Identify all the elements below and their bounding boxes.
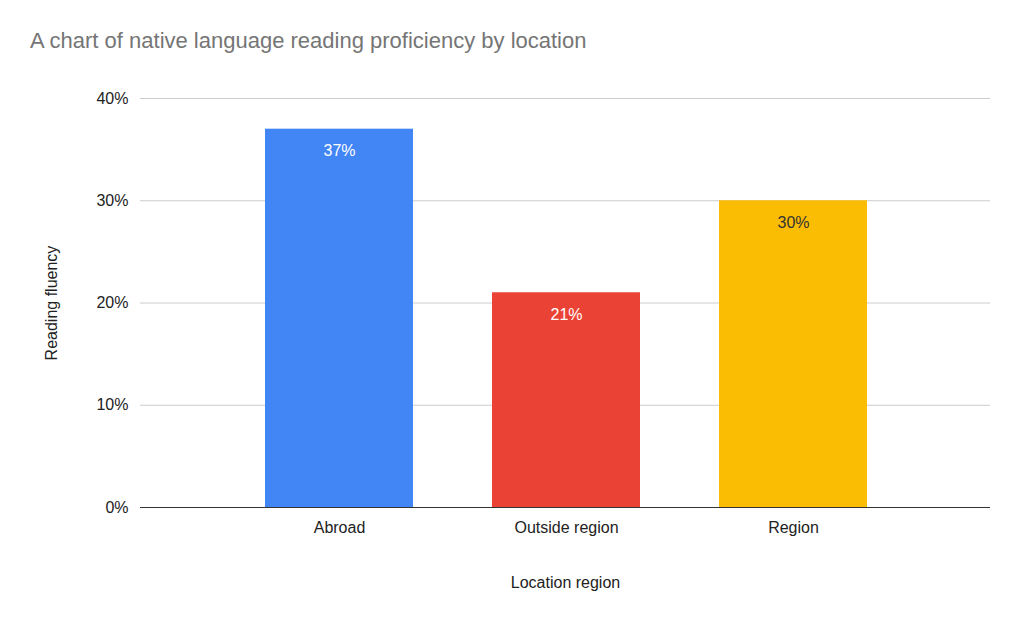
html-text:A chart of native language rea: A chart of native language reading profi… — [30, 28, 587, 53]
svg-text:30%: 30% — [96, 192, 128, 209]
svg-text:10%: 10% — [96, 396, 128, 413]
svg-text:Location region: Location region — [511, 574, 620, 591]
svg-text:20%: 20% — [96, 294, 128, 311]
svg-text:37%: 37% — [323, 142, 355, 159]
svg-text:30%: 30% — [777, 214, 809, 231]
svg-text:21%: 21% — [550, 306, 582, 323]
svg-text:Abroad: Abroad — [314, 519, 366, 536]
svg-text:Reading fluency: Reading fluency — [43, 246, 60, 361]
svg-text:Outside region: Outside region — [514, 519, 618, 536]
svg-text:40%: 40% — [96, 90, 128, 107]
svg-text:Region: Region — [768, 519, 819, 536]
svg-text:0%: 0% — [105, 499, 128, 516]
